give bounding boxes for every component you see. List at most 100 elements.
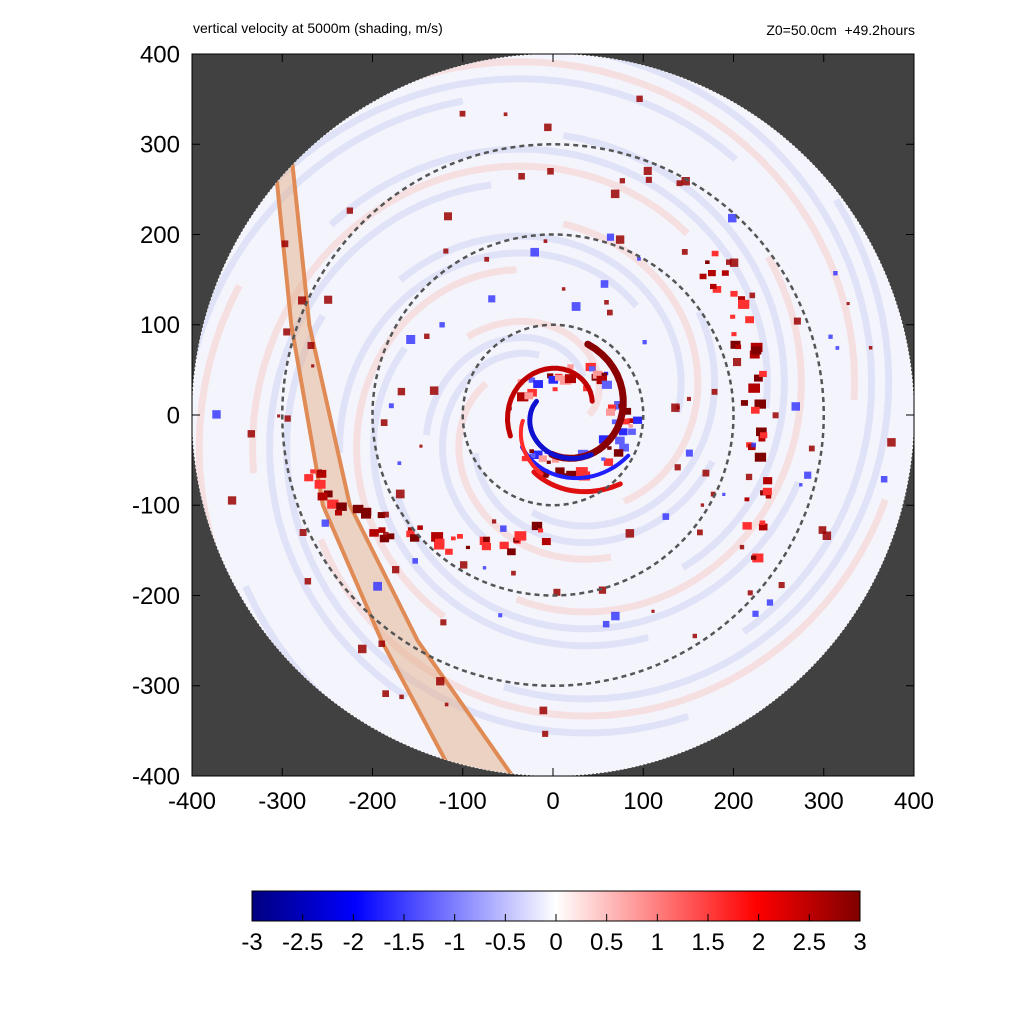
x-tick-label: -400 [168,788,216,815]
convective-cell [417,525,423,530]
colorbar-tick-label: 2 [752,929,765,956]
convective-cell [778,582,785,589]
convective-cell [758,523,768,531]
convective-cell [600,280,609,288]
x-tick-label: 400 [894,788,934,815]
convective-cell [281,240,289,248]
convective-cell [606,408,615,416]
convective-cell [392,566,400,574]
convective-cell [710,491,716,497]
convective-cell [744,497,750,502]
convective-cell [336,502,347,511]
colorbar-tick-label: -3 [241,929,262,956]
swirl-arc [398,232,685,414]
convective-cell [528,377,536,383]
convective-cell [868,346,873,350]
convective-cell [676,180,683,187]
convective-cell [642,340,647,345]
convective-cell [530,247,539,257]
convective-cell [733,358,742,367]
convective-cell [378,527,386,533]
convective-cell [748,383,760,393]
swirl-arc [471,452,716,547]
convective-cell [514,531,527,541]
convective-cell [361,507,372,516]
convective-cell [747,590,753,596]
convective-cell [808,445,815,452]
convective-cell [740,400,748,406]
swirl-arc [562,131,788,571]
y-tick-label: -200 [132,583,180,610]
convective-cell [611,419,618,425]
convective-cell [651,609,655,613]
land-edge-west [271,144,456,776]
convective-cell [547,168,554,175]
swirl-arc [192,75,738,497]
convective-cell [637,257,641,261]
x-tick-label: 200 [713,788,753,815]
convective-cell [488,295,496,303]
convective-cell [756,427,767,437]
swirl-arc [438,349,540,541]
convective-cell [759,370,767,377]
convective-cell [735,344,742,350]
convective-cell [538,528,544,533]
convective-cell [738,296,746,302]
convective-cell [436,677,445,686]
y-tick-label: 400 [140,41,180,68]
chart-title: vertical velocity at 5000m (shading, m/s… [193,20,443,36]
convective-cell [742,522,752,530]
convective-cell [628,424,633,428]
y-tick-label: 300 [140,132,180,159]
convective-cell [419,444,423,448]
convective-cell [730,290,738,297]
convective-cell [382,690,389,697]
convective-cell [760,432,768,439]
convective-cell [598,435,610,444]
convective-cell [529,453,536,459]
convective-cell [318,469,322,473]
convective-cell [615,235,625,244]
y-tick-label: -300 [132,673,180,700]
y-tick-label: 200 [140,222,180,249]
convective-cell [445,548,453,555]
convective-cell [316,469,327,478]
convective-cell [822,531,832,540]
convective-cell [531,521,543,531]
convective-cell [598,586,607,594]
y-axis: -400 -300 -200 -100 0 100 200 300 400 [132,41,914,790]
convective-cell [492,519,497,524]
convective-cell [539,706,548,715]
convective-cell [378,640,385,647]
convective-cell [697,529,703,536]
convective-cell [555,375,563,381]
convective-cell [307,342,315,349]
convective-cell [424,333,430,339]
convective-cell [828,334,833,339]
swirl-arc [336,249,640,453]
convective-cell [531,450,543,459]
swirl-arc [328,145,771,409]
convective-cell [284,415,291,422]
convective-cell [397,387,406,396]
convective-cell [283,328,291,336]
colorbar-tick-label: 1 [651,929,664,956]
convective-cell [567,364,574,370]
colorbar-ticks: -3 -2.5 -2 -1.5 -1 -0.5 0 0.5 1 1.5 2 2.5 3 [241,914,867,956]
convective-cell [555,467,565,475]
convective-cell [387,533,395,540]
colorbar-tick-label: -2 [343,929,364,956]
convective-cell [618,428,628,436]
convective-cell [754,399,766,409]
convective-cell [227,496,237,505]
swirl-arc [283,313,690,737]
convective-cell [686,396,691,401]
convective-cell [607,404,616,411]
convective-cell [702,469,710,477]
y-tick-label: -100 [132,493,180,520]
colorbar-tick-label: -2.5 [282,929,323,956]
convective-cell [636,95,643,102]
eyewall-stroke [531,469,623,495]
convective-cell [212,410,221,419]
convective-cell [304,578,312,585]
